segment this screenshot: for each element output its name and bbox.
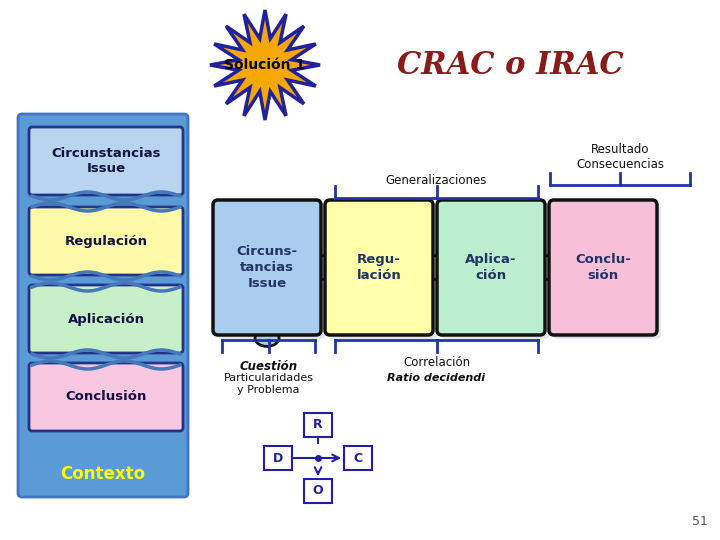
- Text: Circuns-
tancias
Issue: Circuns- tancias Issue: [236, 245, 297, 290]
- FancyBboxPatch shape: [437, 200, 545, 335]
- Ellipse shape: [315, 255, 333, 280]
- Text: Particularidades
y Problema: Particularidades y Problema: [223, 373, 313, 395]
- FancyBboxPatch shape: [29, 363, 183, 431]
- Text: Ratio decidendi: Ratio decidendi: [387, 373, 485, 383]
- Text: CRAC o IRAC: CRAC o IRAC: [397, 50, 624, 80]
- Text: Contexto: Contexto: [60, 465, 145, 483]
- Text: 51: 51: [692, 515, 708, 528]
- Text: O: O: [312, 484, 323, 497]
- Text: Cuestión: Cuestión: [240, 360, 297, 373]
- PathPatch shape: [210, 10, 320, 120]
- FancyBboxPatch shape: [304, 413, 332, 437]
- FancyBboxPatch shape: [217, 204, 325, 339]
- Text: Aplica-
ción: Aplica- ción: [465, 253, 517, 282]
- Text: Correlación: Correlación: [403, 355, 470, 368]
- FancyBboxPatch shape: [18, 114, 188, 497]
- Text: Resultado
Consecuencias: Resultado Consecuencias: [576, 143, 664, 171]
- Text: Regu-
lación: Regu- lación: [356, 253, 401, 282]
- Text: Solución 1: Solución 1: [225, 58, 305, 72]
- Ellipse shape: [539, 255, 557, 280]
- FancyBboxPatch shape: [304, 479, 332, 503]
- Ellipse shape: [428, 255, 444, 280]
- FancyBboxPatch shape: [329, 204, 437, 339]
- FancyBboxPatch shape: [325, 200, 433, 335]
- Text: D: D: [273, 451, 283, 464]
- Text: Aplicación: Aplicación: [68, 313, 145, 326]
- Text: Conclusión: Conclusión: [66, 390, 147, 403]
- Text: Regulación: Regulación: [65, 234, 148, 247]
- Ellipse shape: [255, 329, 279, 346]
- Text: Conclu-
sión: Conclu- sión: [575, 253, 631, 282]
- Text: R: R: [313, 418, 323, 431]
- FancyBboxPatch shape: [553, 204, 661, 339]
- Text: Generalizaciones: Generalizaciones: [386, 173, 487, 186]
- FancyBboxPatch shape: [29, 285, 183, 353]
- Text: Circunstancias
Issue: Circunstancias Issue: [51, 147, 161, 175]
- FancyBboxPatch shape: [29, 207, 183, 275]
- FancyBboxPatch shape: [264, 446, 292, 470]
- FancyBboxPatch shape: [29, 127, 183, 195]
- Text: C: C: [354, 451, 363, 464]
- FancyBboxPatch shape: [441, 204, 549, 339]
- FancyBboxPatch shape: [549, 200, 657, 335]
- FancyBboxPatch shape: [213, 200, 321, 335]
- FancyBboxPatch shape: [344, 446, 372, 470]
